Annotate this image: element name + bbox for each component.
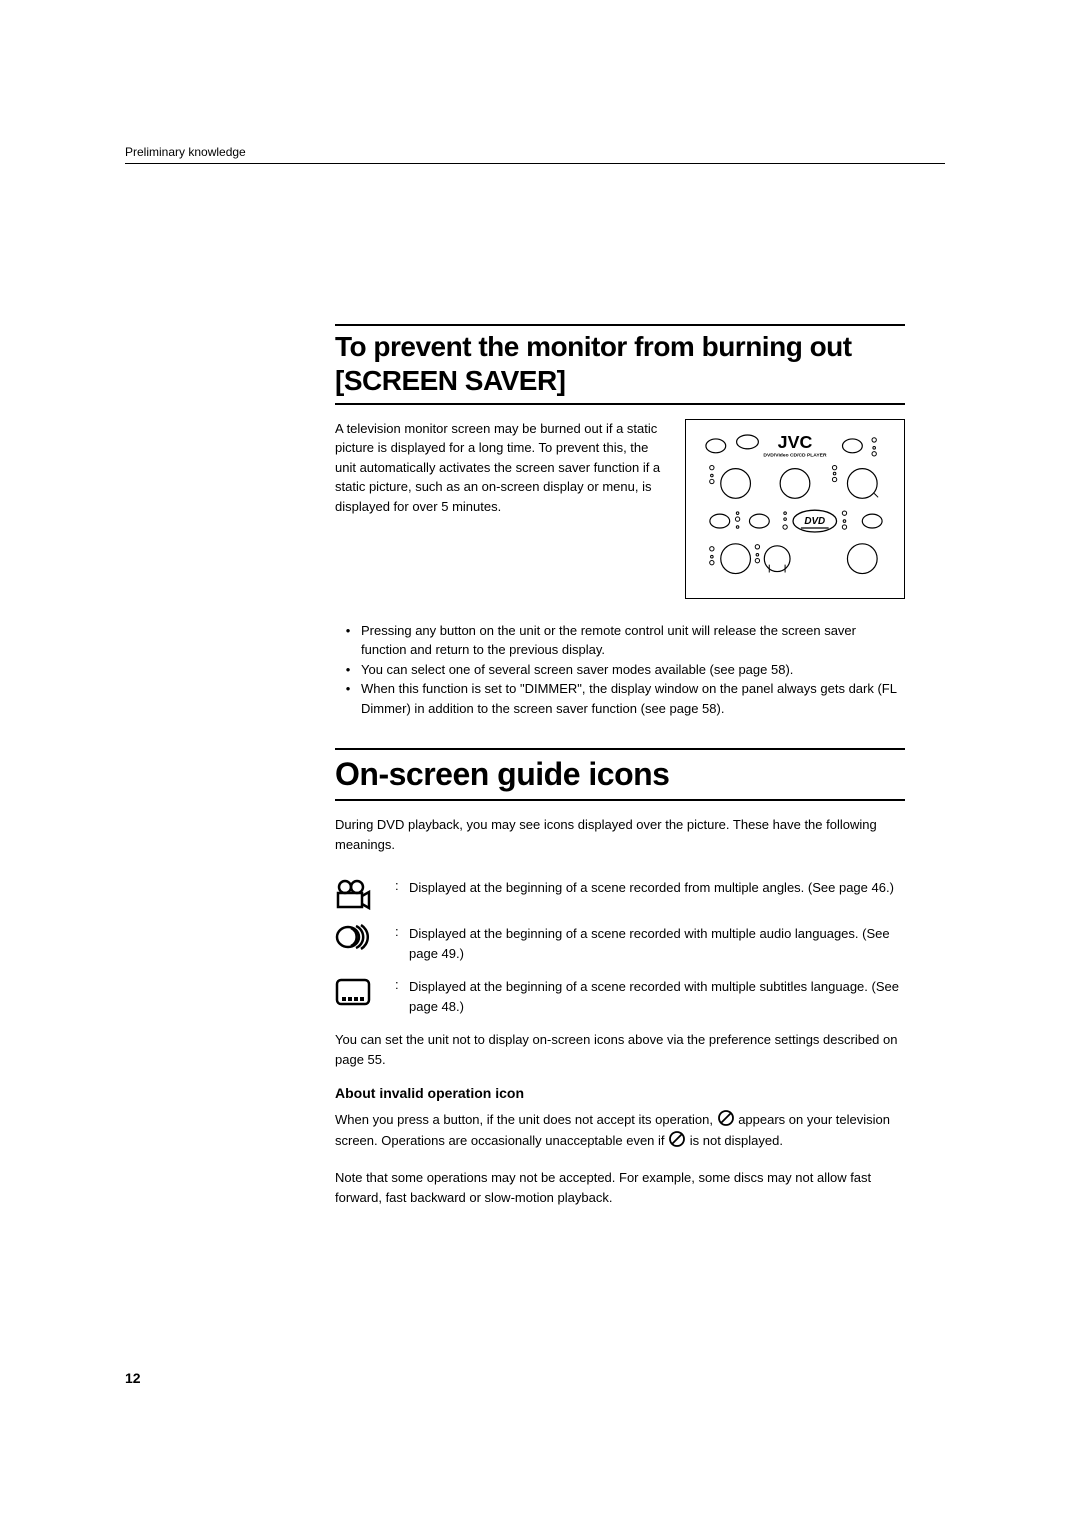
- bullet-text: When this function is set to "DIMMER", t…: [361, 679, 905, 718]
- prohibit-icon: [668, 1130, 686, 1148]
- colon: :: [395, 878, 409, 893]
- section-header: Preliminary knowledge: [125, 145, 945, 164]
- bullet-mark: •: [335, 679, 361, 718]
- bullet-text: Pressing any button on the unit or the r…: [361, 621, 905, 660]
- colon: :: [395, 977, 409, 992]
- icon-definition-row: : Displayed at the beginning of a scene …: [335, 924, 905, 963]
- icon-description: Displayed at the beginning of a scene re…: [409, 878, 905, 898]
- text-fragment: When you press a button, if the unit doe…: [335, 1112, 717, 1127]
- model-text: DVD/Video CD/CD PLAYER: [763, 453, 827, 459]
- note-paragraph: You can set the unit not to display on-s…: [335, 1030, 905, 1069]
- list-item: • Pressing any button on the unit or the…: [335, 621, 905, 660]
- rule: [335, 403, 905, 405]
- section-title-line2: [SCREEN SAVER]: [335, 365, 905, 397]
- colon: :: [395, 924, 409, 939]
- section-title: On-screen guide icons: [335, 756, 905, 793]
- remote-svg: JVC DVD/Video CD/CD PLAYER: [698, 432, 892, 586]
- bullet-text: You can select one of several screen sav…: [361, 660, 793, 680]
- intro-paragraph: A television monitor screen may be burne…: [335, 419, 667, 599]
- bullet-list: • Pressing any button on the unit or the…: [335, 621, 905, 719]
- paragraph: Note that some operations may not be acc…: [335, 1168, 905, 1207]
- camera-angle-icon: [335, 878, 375, 910]
- paragraph: When you press a button, if the unit doe…: [335, 1109, 905, 1150]
- section-title-line1: To prevent the monitor from burning out: [335, 332, 905, 363]
- prohibit-icon: [717, 1109, 735, 1127]
- svg-text:DVD: DVD: [804, 516, 825, 527]
- page-number: 12: [125, 1370, 141, 1386]
- list-item: • You can select one of several screen s…: [335, 660, 905, 680]
- rule: [335, 799, 905, 801]
- icon-definition-row: : Displayed at the beginning of a scene …: [335, 878, 905, 910]
- rule: [335, 324, 905, 326]
- text-fragment: is not displayed.: [686, 1133, 783, 1148]
- subheading: About invalid operation icon: [335, 1085, 905, 1101]
- rule: [335, 748, 905, 750]
- brand-text: JVC: [778, 432, 813, 452]
- bullet-mark: •: [335, 621, 361, 660]
- icon-description: Displayed at the beginning of a scene re…: [409, 977, 905, 1016]
- intro-paragraph: During DVD playback, you may see icons d…: [335, 815, 905, 854]
- icon-definition-row: : Displayed at the beginning of a scene …: [335, 977, 905, 1016]
- subtitle-icon: [335, 977, 375, 1007]
- list-item: • When this function is set to "DIMMER",…: [335, 679, 905, 718]
- icon-description: Displayed at the beginning of a scene re…: [409, 924, 905, 963]
- remote-illustration: JVC DVD/Video CD/CD PLAYER: [685, 419, 905, 599]
- audio-language-icon: [335, 924, 375, 950]
- bullet-mark: •: [335, 660, 361, 680]
